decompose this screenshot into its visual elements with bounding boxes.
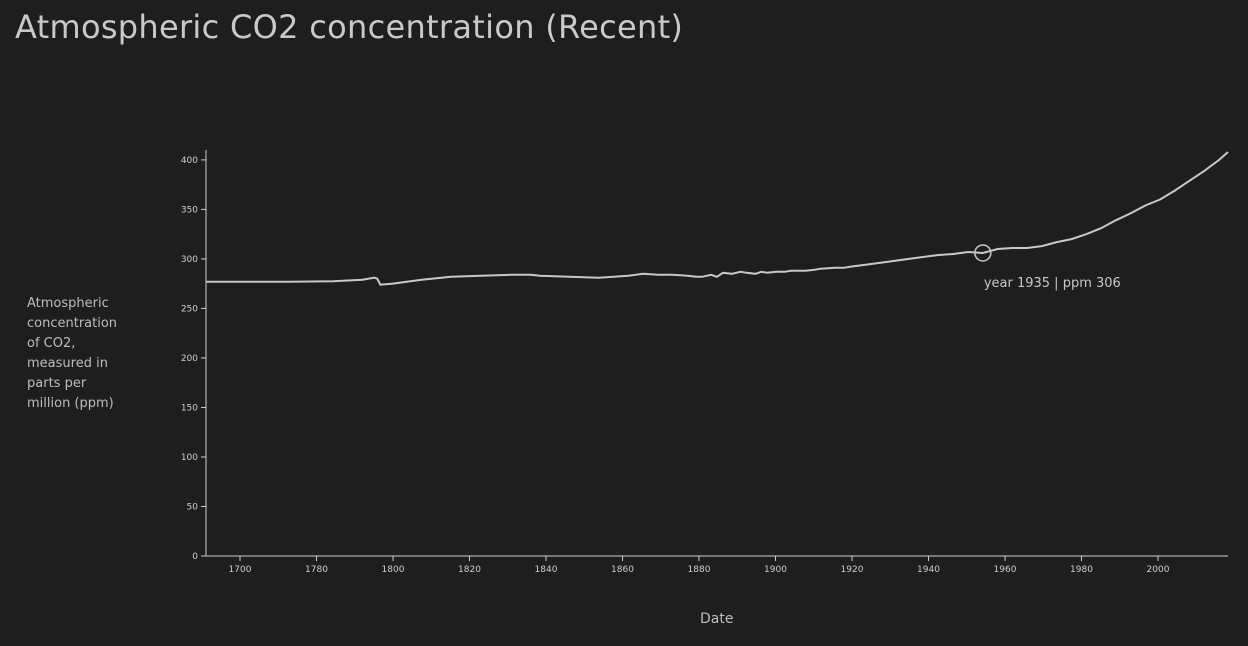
x-tick-label: 2000 bbox=[1147, 565, 1170, 575]
y-tick-label: 400 bbox=[181, 156, 198, 166]
y-tick-label: 50 bbox=[187, 502, 199, 512]
chart-title: Atmospheric CO2 concentration (Recent) bbox=[15, 8, 684, 46]
y-tick-label: 200 bbox=[181, 354, 198, 364]
y-tick-label: 150 bbox=[181, 403, 198, 413]
y-tick-label: 100 bbox=[181, 453, 198, 463]
x-tick-label: 1880 bbox=[688, 565, 711, 575]
hover-marker bbox=[974, 244, 992, 262]
y-tick-label: 350 bbox=[181, 205, 198, 215]
hover-readout: year 1935 | ppm 306 bbox=[984, 276, 1121, 291]
x-tick-label: 1960 bbox=[994, 565, 1017, 575]
y-tick-label: 300 bbox=[181, 255, 198, 265]
y-tick-label: 0 bbox=[192, 552, 198, 562]
x-tick-label: 1840 bbox=[535, 565, 558, 575]
x-tick-label: 1900 bbox=[764, 565, 787, 575]
x-tick-label: 1920 bbox=[841, 565, 864, 575]
x-tick-label: 1700 bbox=[229, 565, 252, 575]
x-tick-label: 1940 bbox=[917, 565, 940, 575]
x-tick-label: 1780 bbox=[305, 565, 328, 575]
co2-series-line bbox=[206, 151, 1229, 286]
x-tick-label: 1820 bbox=[458, 565, 481, 575]
x-axis-title: Date bbox=[700, 611, 734, 627]
x-tick-label: 1980 bbox=[1070, 565, 1093, 575]
x-tick-label: 1800 bbox=[382, 565, 405, 575]
y-tick-label: 250 bbox=[181, 304, 198, 314]
x-tick-label: 1860 bbox=[611, 565, 634, 575]
y-axis-title: Atmospheric concentration of CO2, measur… bbox=[27, 296, 118, 411]
